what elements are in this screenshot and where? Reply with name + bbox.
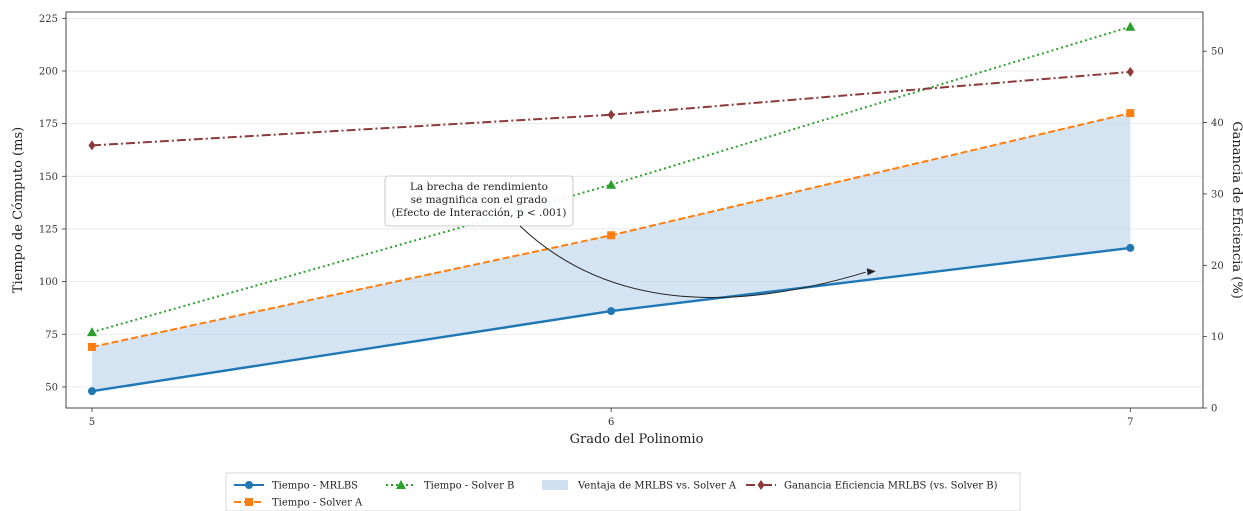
series-line-ganancia-eficiencia-mrlbs-vs-solver-b [91,70,1131,147]
annotation-text: La brecha de rendimiento [410,181,548,193]
data-point-tiempo-mrlbs [607,307,616,316]
legend-marker-ganancia-eficiencia-mrlbs-vs-solver-b [757,480,765,490]
data-point-tiempo-solver-a [87,342,96,351]
legend-swatch-ventaja-de-mrlbs-vs-solver-a [542,480,568,490]
legend-marker-tiempo-solver-b [396,480,406,489]
y-tick-label: 50 [45,382,58,393]
annotation-text: se magnifica con el grado [411,194,548,206]
y-axis-title: Tiempo de Cómputo (ms) [11,127,26,293]
y-tick-label: 200 [39,66,58,77]
data-point-tiempo-solver-b [606,179,617,189]
y-tick-label: 125 [39,224,58,235]
x-tick-label: 7 [1127,417,1133,428]
legend-marker-tiempo-mrlbs [245,481,253,489]
annotation-arrow [519,225,866,298]
legend-frame [225,472,1021,511]
x-tick-label: 6 [608,417,614,428]
y2-tick-label: 30 [1211,189,1224,200]
y-tick-label: 175 [39,119,58,130]
data-point-tiempo-solver-a [1126,109,1135,118]
legend-label-tiempo-solver-b: Tiempo - Solver B [424,481,514,492]
y-tick-label: 75 [45,330,58,341]
legend: Tiempo - MRLBS Tiempo - Solver B Ventaja d… [225,472,1021,511]
y-tick-label: 100 [39,277,58,288]
y2-axis-title: Ganancia de Eficiencia (%) [1229,121,1243,299]
y-tick-label: 225 [39,14,58,25]
data-point-ganancia-eficiencia-mrlbs-vs-solver-b [607,109,615,120]
x-axis-title: Grado del Polinomio [570,432,704,447]
y-tick-label: 150 [39,172,58,183]
y2-tick-label: 0 [1211,404,1217,415]
y2-tick-label: 10 [1211,332,1224,343]
data-point-tiempo-mrlbs [87,387,96,396]
y2-tick-label: 20 [1211,261,1224,272]
y2-tick-label: 40 [1211,118,1224,129]
annotation-arrowhead [866,268,876,276]
data-point-ganancia-eficiencia-mrlbs-vs-solver-b [88,140,96,151]
annotation-text: (Efecto de Interacción, p < .001) [391,207,566,219]
data-point-tiempo-solver-b [1125,21,1136,31]
y2-tick-label: 50 [1211,47,1224,58]
legend-label-ventaja-de-mrlbs-vs-solver-a: Ventaja de MRLBS vs. Solver A [577,481,737,492]
data-point-tiempo-solver-a [607,231,616,240]
annotation-box [384,175,574,227]
x-tick-label: 5 [89,417,95,428]
legend-label-tiempo-solver-a: Tiempo - Solver A [272,498,363,509]
fill-area-ventaja [91,113,1131,392]
legend-label-ganancia-eficiencia-mrlbs-vs-solver-b: Ganancia Eficiencia MRLBS (vs. Solver B) [784,481,998,492]
series-line-tiempo-solver-b [91,25,1131,334]
legend-label-tiempo-mrlbs: Tiempo - MRLBS [272,481,358,492]
data-point-tiempo-solver-b [86,327,97,337]
legend-marker-tiempo-solver-a [245,498,253,506]
data-point-ganancia-eficiencia-mrlbs-vs-solver-b [1126,66,1134,77]
plot-frame [65,11,1204,409]
data-point-tiempo-mrlbs [1126,243,1135,252]
